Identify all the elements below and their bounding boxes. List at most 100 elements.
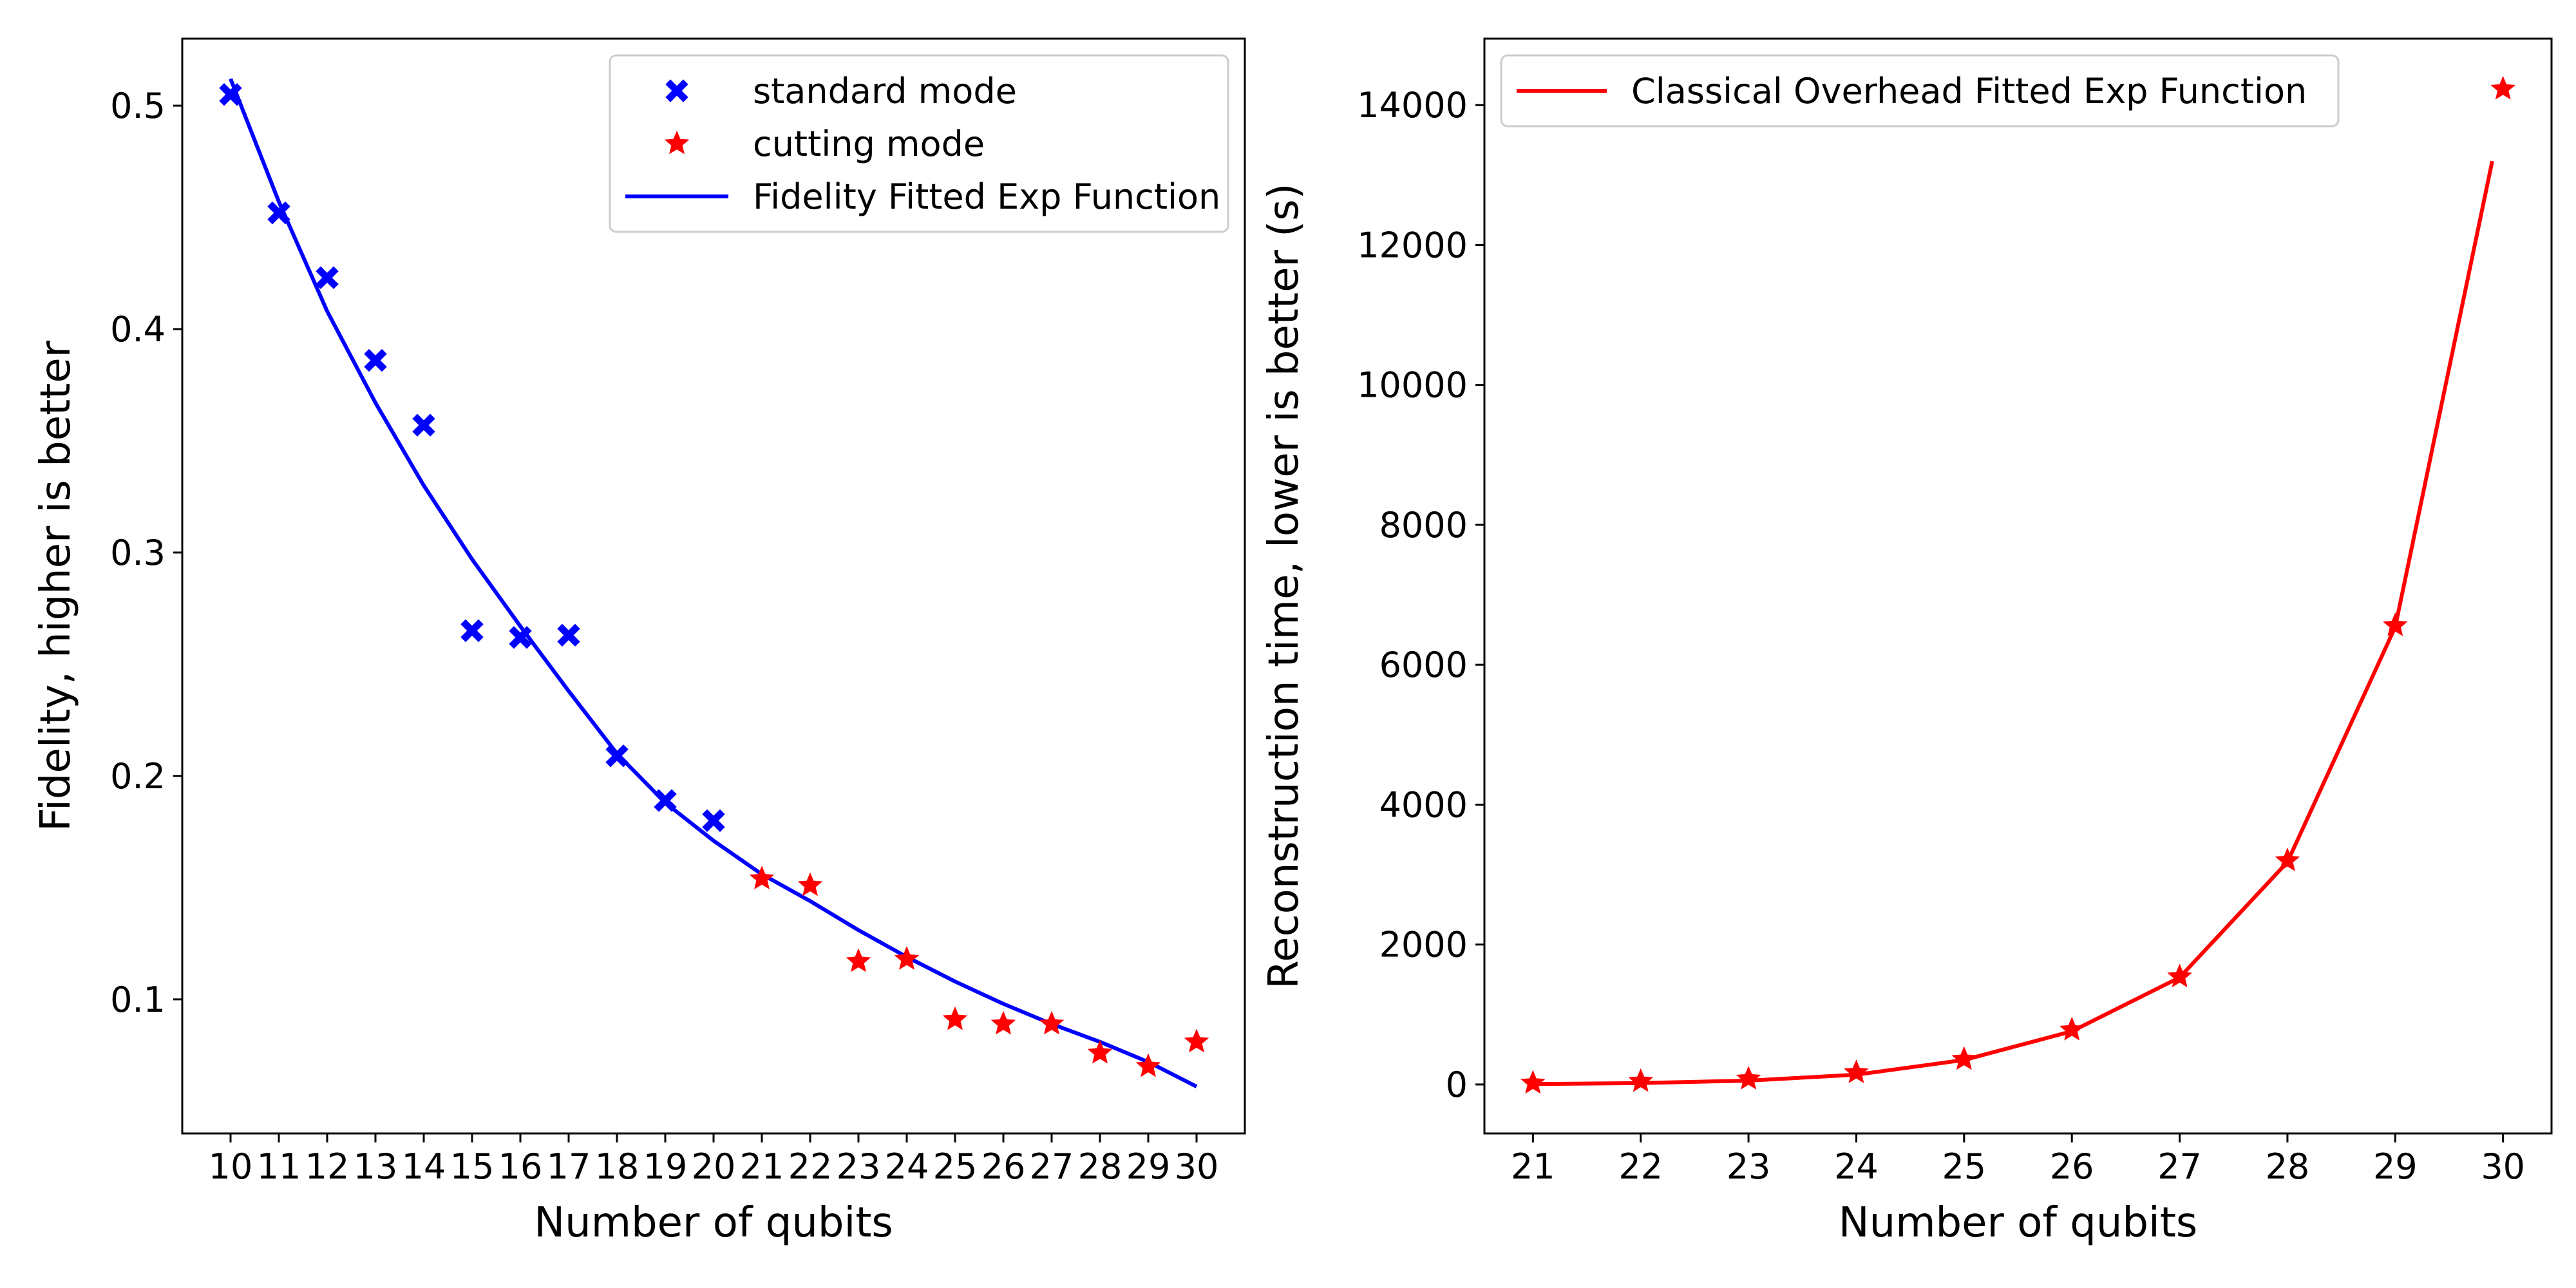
x-tick-label: 17: [547, 1146, 591, 1187]
x-tick-label: 29: [2373, 1146, 2418, 1187]
x-tick-label: 28: [2266, 1146, 2310, 1187]
x-tick-label: 25: [933, 1146, 978, 1187]
data-point: [2059, 1016, 2085, 1041]
x-tick-label: 22: [788, 1146, 833, 1187]
y-axis: 0.1 0.2 0.3 0.4 0.5: [110, 86, 182, 1020]
plot-area: [1520, 75, 2515, 1094]
data-point: [846, 948, 871, 972]
y-tick-label: 10000: [1357, 365, 1468, 406]
data-point: [557, 623, 580, 647]
legend-box: [1500, 54, 2340, 128]
x-tick-label: 21: [1511, 1146, 1555, 1187]
x-tick-label: 22: [1618, 1146, 1663, 1187]
x-tick-label: 27: [1030, 1146, 1074, 1187]
y-tick-label: 6000: [1379, 645, 1468, 685]
x-tick-label: 21: [740, 1146, 784, 1187]
x-tick-label: 27: [2157, 1146, 2202, 1187]
data-point: [2167, 963, 2192, 988]
data-point: [894, 946, 920, 970]
x-tick-label: 23: [837, 1146, 881, 1187]
x-tick-label: 24: [1834, 1146, 1879, 1187]
data-point: [1736, 1065, 1761, 1090]
data-point: [412, 413, 435, 437]
legend-label: standard mode: [753, 71, 1017, 111]
data-point: [702, 809, 725, 832]
data-point: [1184, 1028, 1209, 1053]
data-point: [749, 866, 775, 889]
x-tick-label: 24: [885, 1146, 929, 1187]
legend: standard mode cutting mode Fidelity Fitted…: [609, 54, 1229, 233]
x-tick-label: 15: [450, 1146, 495, 1187]
legend-box: [609, 54, 1229, 233]
y-tick-label: 14000: [1357, 85, 1468, 126]
fidelity-chart-panel: 10 11 12 13 14 15 16 17 18 19 20 21 22 23 24 25 26 27 28 29…: [32, 37, 1246, 1247]
legend-label: Fidelity Fitted Exp Function: [753, 176, 1220, 217]
y-tick-label: 2000: [1379, 925, 1468, 965]
legend-label: Classical Overhead Fitted Exp Function: [1631, 71, 2307, 111]
data-point: [2275, 848, 2300, 871]
data-point: [1520, 1070, 1546, 1094]
data-point: [605, 744, 629, 768]
x-tick-label: 10: [209, 1146, 253, 1187]
data-point: [267, 201, 290, 225]
y-tick-label: 0.3: [110, 533, 166, 573]
x-tick-label: 12: [305, 1146, 350, 1187]
series-line: [229, 78, 1198, 1088]
data-point: [654, 789, 677, 812]
series-line: [1533, 160, 2494, 1086]
y-tick-label: 0.1: [110, 980, 166, 1020]
x-tick-label: 13: [354, 1146, 398, 1187]
x-tick-label: 20: [692, 1146, 736, 1187]
x-tick-label: 25: [1942, 1146, 1986, 1187]
y-tick-label: 0: [1446, 1065, 1468, 1105]
plot-frame: [1483, 37, 2553, 1135]
x-tick-label: 18: [595, 1146, 639, 1187]
legend-marker-swatch: [665, 79, 688, 102]
data-point: [364, 348, 387, 372]
x-tick-label: 23: [1727, 1146, 1771, 1187]
data-point: [1628, 1068, 1653, 1092]
data-point: [942, 1006, 968, 1030]
x-tick-label: 19: [643, 1146, 688, 1187]
data-point: [2383, 612, 2408, 636]
x-tick-label: 16: [498, 1146, 543, 1187]
x-axis-title: Number of qubits: [534, 1199, 893, 1247]
x-tick-label: 14: [402, 1146, 446, 1187]
x-tick-label: 26: [2050, 1146, 2094, 1187]
plot-frame: [181, 37, 1246, 1135]
data-point: [219, 83, 242, 106]
x-axis: 21 22 23 24 25 26 27 28 29 30: [1511, 1133, 2525, 1187]
legend: Classical Overhead Fitted Exp Function: [1500, 54, 2340, 128]
x-tick-label: 26: [981, 1146, 1026, 1187]
x-tick-label: 28: [1078, 1146, 1122, 1187]
y-tick-label: 8000: [1379, 505, 1468, 545]
data-point: [1135, 1053, 1161, 1077]
y-tick-label: 0.5: [110, 86, 166, 126]
data-point: [316, 266, 339, 289]
y-axis-title: Fidelity, higher is better: [32, 340, 80, 831]
data-point: [509, 626, 532, 649]
data-point: [1039, 1010, 1065, 1035]
plot-area: [219, 78, 1209, 1088]
data-point: [1844, 1059, 1869, 1083]
y-axis: 0 2000 4000 6000 8000 10000 12000 14000: [1357, 85, 1484, 1105]
y-axis-title: Reconstruction time, lower is better (s): [1260, 184, 1308, 989]
data-point: [2490, 75, 2515, 100]
reconstruction-time-chart-panel: 21 22 23 24 25 26 27 28 29 30 0 2000 4000 6000 8000 100…: [1260, 37, 2553, 1247]
data-point: [1087, 1039, 1113, 1064]
y-tick-label: 12000: [1357, 225, 1468, 265]
data-point: [797, 872, 823, 896]
x-tick-label: 30: [2481, 1146, 2525, 1187]
data-point: [1951, 1046, 1977, 1070]
x-tick-label: 30: [1175, 1146, 1219, 1187]
data-point: [460, 619, 484, 643]
y-tick-label: 0.4: [110, 309, 166, 350]
y-tick-label: 4000: [1379, 784, 1468, 825]
x-tick-label: 29: [1126, 1146, 1171, 1187]
x-axis: 10 11 12 13 14 15 16 17 18 19 20 21 22 23 24 25 26 27 28 29…: [209, 1133, 1219, 1187]
y-tick-label: 0.2: [110, 756, 166, 797]
data-point: [990, 1010, 1016, 1035]
legend-label: cutting mode: [753, 124, 985, 164]
legend-marker-swatch: [664, 130, 690, 155]
